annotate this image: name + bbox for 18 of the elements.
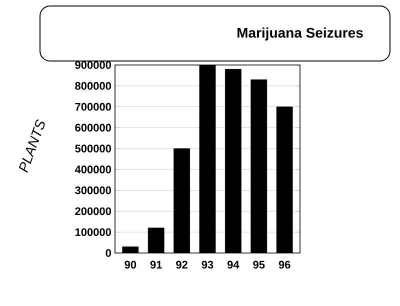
y-tick-label: 900000: [75, 61, 112, 69]
y-tick-label: 800000: [75, 82, 112, 90]
x-tick-label: 93: [202, 260, 214, 269]
y-tick-label: 100000: [75, 228, 112, 236]
y-tick-label: 600000: [75, 124, 112, 132]
x-tick-label: 95: [253, 260, 265, 269]
y-tick-label: 400000: [74, 166, 112, 174]
y-tick-label: 0: [106, 249, 112, 257]
x-tick-label: 90: [124, 260, 136, 269]
y-tick-label: 200000: [75, 207, 112, 216]
y-tick-label: 300000: [75, 186, 112, 194]
x-tick-label: 92: [176, 260, 188, 269]
x-tick-label: 91: [150, 260, 162, 269]
x-tick-label: 96: [278, 260, 290, 269]
x-tick-label: 94: [227, 260, 240, 269]
y-tick-label: 700000: [75, 102, 112, 111]
chart-title: Marijuana Seizures: [238, 27, 363, 41]
y-tick-label: 500000: [75, 144, 112, 152]
